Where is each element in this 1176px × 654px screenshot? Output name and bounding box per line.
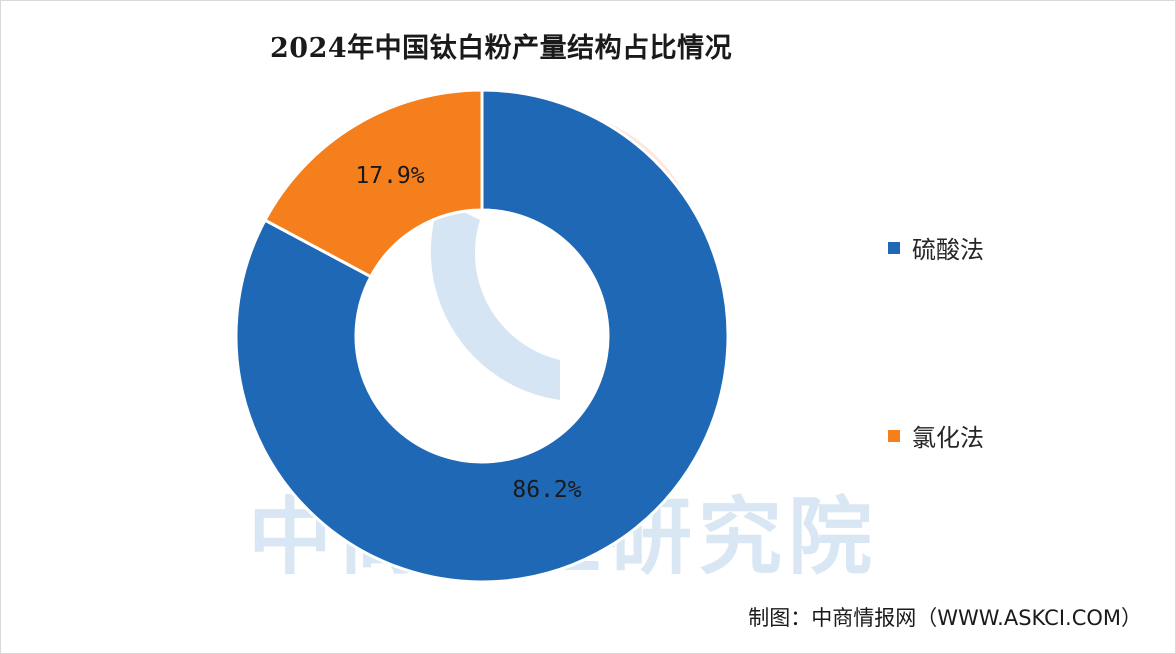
legend-label: 氯化法 xyxy=(912,424,984,452)
data-label-chloride: 17.9% xyxy=(355,163,424,189)
legend-item-sulfuric-acid: 硫酸法 xyxy=(888,230,984,265)
slice-chloride xyxy=(262,88,484,279)
source-credit: 制图：中商情报网（WWW.ASKCI.COM） xyxy=(748,606,1142,630)
slice-sulfuric-acid xyxy=(234,88,730,584)
chart-title: 2024年中国钛白粉产量结构占比情况 xyxy=(270,33,733,64)
legend-swatch xyxy=(888,241,900,254)
legend-swatch xyxy=(888,429,900,442)
data-label-sulfuric-acid: 86.2% xyxy=(512,477,581,503)
legend-label: 硫酸法 xyxy=(912,236,984,264)
legend-item-chloride: 氯化法 xyxy=(888,418,984,453)
